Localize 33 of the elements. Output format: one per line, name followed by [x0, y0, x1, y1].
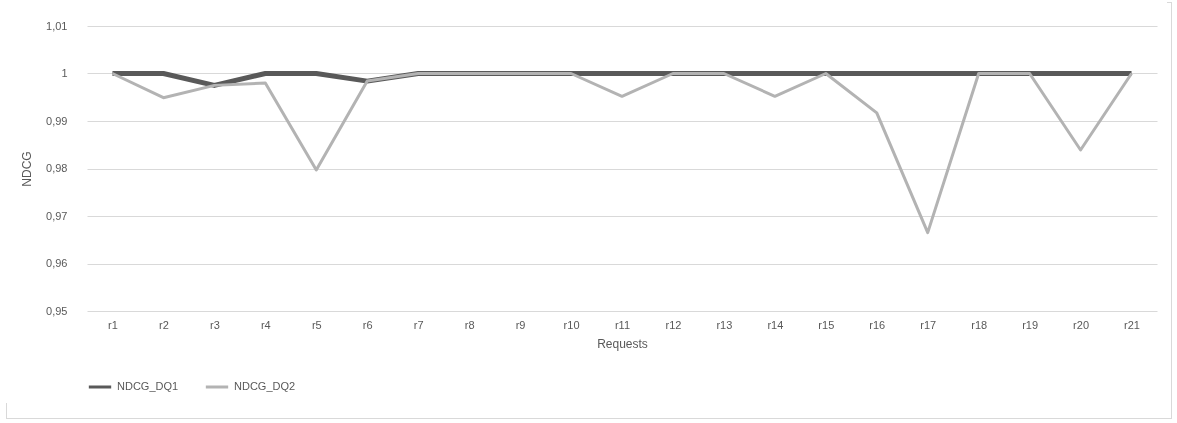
x-tick-label: r4: [260, 318, 271, 331]
y-tick-label: 1: [61, 67, 68, 79]
x-tick-label: r12: [665, 318, 682, 331]
y-tick-label: 0,97: [46, 209, 68, 222]
x-tick-label: r5: [311, 318, 322, 331]
x-tick-label: r10: [563, 318, 580, 331]
y-tick-label: 1,01: [46, 19, 68, 32]
y-tick-label: 0,98: [46, 162, 68, 174]
x-tick-label: r11: [614, 318, 631, 331]
x-tick-label: r19: [1022, 318, 1039, 331]
x-tick-label: r2: [159, 318, 169, 331]
x-tick-label: r13: [716, 318, 733, 331]
legend-label: NDCG_DQ2: [234, 380, 296, 392]
x-tick-label: r1: [108, 318, 118, 331]
x-tick-label: r14: [767, 318, 784, 331]
x-tick-label: r9: [515, 318, 526, 331]
y-tick-label: 0,96: [46, 257, 68, 269]
x-tick-label: r17: [920, 318, 937, 331]
x-tick-label: r21: [1124, 318, 1140, 331]
x-axis-title: Requests: [597, 336, 648, 351]
x-tick-label: r15: [818, 318, 835, 331]
legend-label: NDCG_DQ1: [117, 380, 179, 392]
x-tick-label: r8: [464, 318, 475, 331]
y-tick-label: 0,95: [46, 304, 68, 317]
line-series: [110, 72, 1134, 235]
y-axis-title: NDCG: [20, 151, 35, 187]
x-tick-label: r16: [869, 318, 886, 331]
x-tick-label: r7: [413, 318, 424, 331]
x-tick-label: r6: [362, 318, 373, 331]
x-tick-label: r20: [1073, 318, 1090, 331]
x-tick-label: r3: [209, 318, 220, 331]
x-tick-label: r18: [971, 318, 988, 331]
y-tick-label: 0,99: [46, 114, 68, 127]
